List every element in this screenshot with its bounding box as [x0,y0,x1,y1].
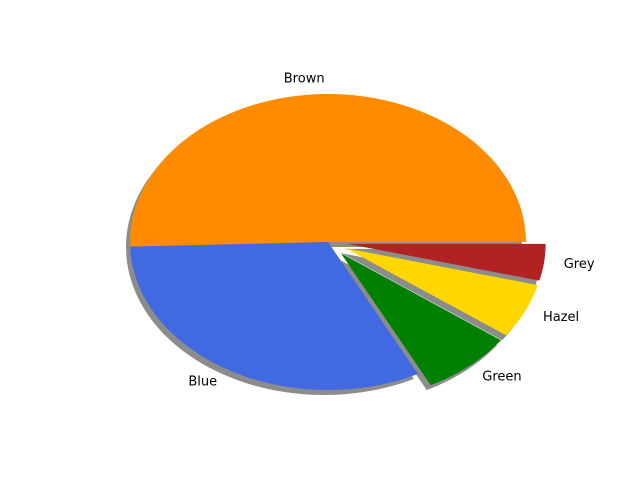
pie-label-brown: Brown [284,72,325,87]
pie-label-blue: Blue [188,375,217,390]
pie-label-grey: Grey [564,257,595,272]
pie-label-hazel: Hazel [543,310,579,325]
pie-slice-brown [130,94,526,247]
pie-label-green: Green [482,370,521,385]
